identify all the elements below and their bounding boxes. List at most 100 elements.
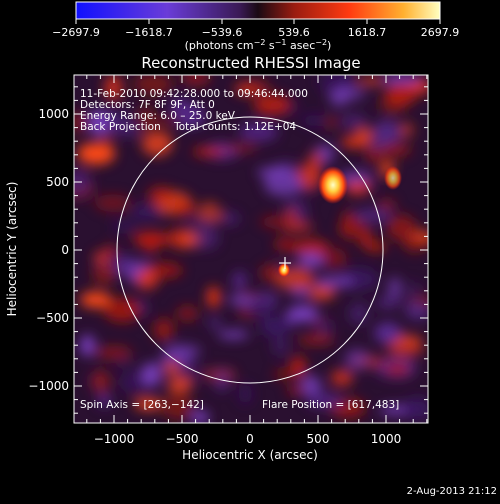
emission-blob (405, 281, 420, 305)
emission-blob (79, 334, 96, 357)
emission-blob (233, 271, 246, 291)
emission-blob (382, 75, 421, 85)
emission-blob (171, 363, 206, 385)
emission-blob (307, 394, 344, 409)
emission-blob (339, 113, 368, 129)
emission-blob (357, 77, 386, 86)
emission-blob (74, 169, 91, 196)
colorbar-tick-label: 539.6 (278, 26, 310, 39)
emission-blob (297, 252, 325, 268)
emission-blob (80, 291, 111, 308)
emission-blob (338, 217, 368, 240)
emission-blob (348, 302, 369, 325)
emission-blob (344, 348, 370, 371)
emission-blob (324, 115, 339, 130)
hot-source (318, 166, 348, 204)
y-axis-label: Heliocentric Y (arcsec) (5, 182, 19, 317)
axis-ticks (74, 75, 428, 423)
colorbar-tick-label: −2697.9 (52, 26, 100, 39)
emission-blob (92, 263, 116, 286)
emission-blob (219, 212, 240, 225)
emission-blob (134, 398, 163, 410)
colorbar-tick-label: −1618.7 (125, 26, 173, 39)
emission-blob (228, 295, 256, 305)
info-line-energy: Energy Range: 6.0 – 25.0 keV (80, 110, 236, 122)
emission-blob (372, 120, 402, 145)
emission-blob (225, 144, 258, 153)
emission-blob (374, 322, 402, 344)
x-axis-label: Heliocentric X (arcsec) (182, 448, 318, 462)
emission-blob (287, 305, 319, 322)
emission-blob (256, 167, 296, 178)
emission-blob (244, 301, 275, 318)
emission-blob (175, 104, 206, 128)
emission-blob (153, 318, 175, 342)
emission-blob (77, 142, 116, 165)
emission-blob (103, 297, 141, 322)
emission-blob (206, 286, 221, 308)
emission-blob (166, 380, 192, 393)
emission-blob (259, 316, 291, 337)
colorbar-ticks: −2697.9 −1618.7 −539.6 539.6 1618.7 2697.9 (52, 19, 459, 39)
emission-blob (403, 396, 428, 422)
emission-blob (238, 383, 253, 405)
emission-blob (273, 370, 294, 379)
emission-blob (272, 335, 289, 357)
solar-image (74, 75, 428, 423)
emission-blob (353, 207, 392, 224)
x-tick-labels: −1000 −500 0 500 1000 (94, 432, 402, 446)
emission-blob (164, 360, 180, 378)
emission-blob (181, 75, 211, 86)
emission-blob (315, 275, 354, 288)
emission-blob (301, 114, 330, 127)
emission-blob (253, 94, 291, 116)
x-tick-label: −500 (166, 432, 199, 446)
info-line-detectors: Detectors: 7F 8F 9F, Att 0 (80, 99, 215, 111)
emission-blob (260, 264, 282, 282)
emission-blob (97, 393, 112, 407)
emission-blob (141, 131, 173, 156)
emission-blob (339, 87, 366, 101)
emission-blob (103, 252, 128, 267)
emission-blob (141, 231, 160, 254)
emission-blob (356, 128, 373, 143)
date-stamp: 2-Aug-2013 21:12 (407, 486, 497, 497)
emission-blob (99, 131, 114, 145)
emission-blob (169, 226, 186, 250)
info-line-time: 11-Feb-2010 09:42:28.000 to 09:46:44.000 (80, 88, 308, 100)
emission-blob (112, 221, 138, 231)
solar-limb-circle (116, 116, 384, 384)
emission-blob (141, 362, 162, 387)
info-line-method: Back Projection Total counts: 1.12E+04 (80, 121, 296, 133)
hot-source-small (384, 166, 402, 190)
colorbar-tick-label: 1618.7 (348, 26, 387, 39)
emission-blob (308, 150, 322, 173)
x-tick-label: 1000 (371, 432, 402, 446)
emission-blob (365, 243, 387, 252)
emission-blob (315, 320, 334, 335)
emission-blob (176, 306, 199, 321)
emission-blob (136, 105, 155, 131)
y-tick-labels: 1000 500 0 −500 −1000 (28, 107, 69, 393)
emission-blob (124, 122, 142, 137)
emission-blob (388, 277, 401, 297)
x-tick-label: 500 (307, 432, 330, 446)
x-tick-label: 0 (246, 432, 254, 446)
emission-blob (290, 355, 307, 379)
emission-blob (217, 330, 250, 339)
emission-blob (190, 411, 210, 423)
emission-blob (172, 200, 197, 216)
emission-blob (88, 109, 110, 136)
emission-blob (147, 117, 179, 126)
emission-blob (162, 394, 195, 420)
emission-blob (208, 317, 222, 329)
y-tick-label: −500 (36, 311, 69, 325)
colorbar-units: (photons cm−2 s−1 asec−2) (185, 38, 332, 52)
emission-blob (403, 236, 427, 253)
emission-blob (163, 344, 202, 358)
spin-axis-label: Spin Axis = [263,−142] (80, 399, 204, 411)
y-tick-label: −1000 (28, 379, 69, 393)
emission-blob (284, 209, 298, 219)
emission-blob (274, 237, 296, 251)
emission-blob (183, 217, 219, 228)
